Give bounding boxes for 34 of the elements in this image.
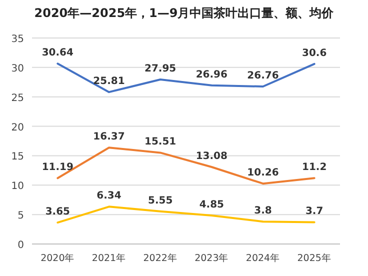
- data-label: 27.95: [144, 63, 176, 74]
- x-tick-label: 2020年: [40, 252, 75, 264]
- data-label: 10.26: [247, 168, 279, 179]
- x-tick-label: 2023年: [194, 252, 229, 264]
- data-label: 5.55: [148, 195, 173, 206]
- data-label: 26.96: [196, 69, 228, 80]
- data-label: 25.81: [93, 76, 125, 88]
- data-label: 3.65: [45, 206, 70, 218]
- data-label: 15.51: [144, 136, 176, 148]
- y-tick-label: 5: [18, 210, 24, 222]
- y-tick-label: 20: [11, 122, 24, 134]
- y-tick-label: 25: [11, 92, 24, 104]
- data-label: 3.7: [305, 206, 324, 218]
- data-label: 13.08: [196, 151, 228, 162]
- chart-title: 2020年—2025年，1—9月中国茶叶出口量、额、均价: [34, 6, 335, 20]
- data-label: 11.19: [42, 162, 74, 174]
- data-label: 11.2: [302, 162, 327, 174]
- x-tick-label: 2024年: [246, 252, 280, 264]
- x-tick-label: 2021年: [92, 252, 126, 264]
- data-label: 4.85: [199, 199, 224, 210]
- data-label: 30.64: [42, 48, 74, 59]
- data-label: 3.8: [254, 206, 272, 217]
- y-tick-label: 15: [11, 152, 24, 163]
- x-tick-label: 2025年: [297, 252, 332, 264]
- data-label: 6.34: [96, 190, 122, 202]
- line-series: [56, 62, 316, 94]
- y-tick-label: 35: [11, 34, 24, 45]
- x-tick-label: 2022年: [143, 252, 178, 264]
- y-tick-label: 30: [11, 63, 24, 74]
- y-tick-label: 0: [18, 240, 24, 251]
- data-label: 16.37: [93, 132, 125, 143]
- data-label: 26.76: [247, 70, 279, 82]
- data-label: 30.6: [302, 48, 327, 59]
- y-tick-label: 10: [11, 181, 24, 192]
